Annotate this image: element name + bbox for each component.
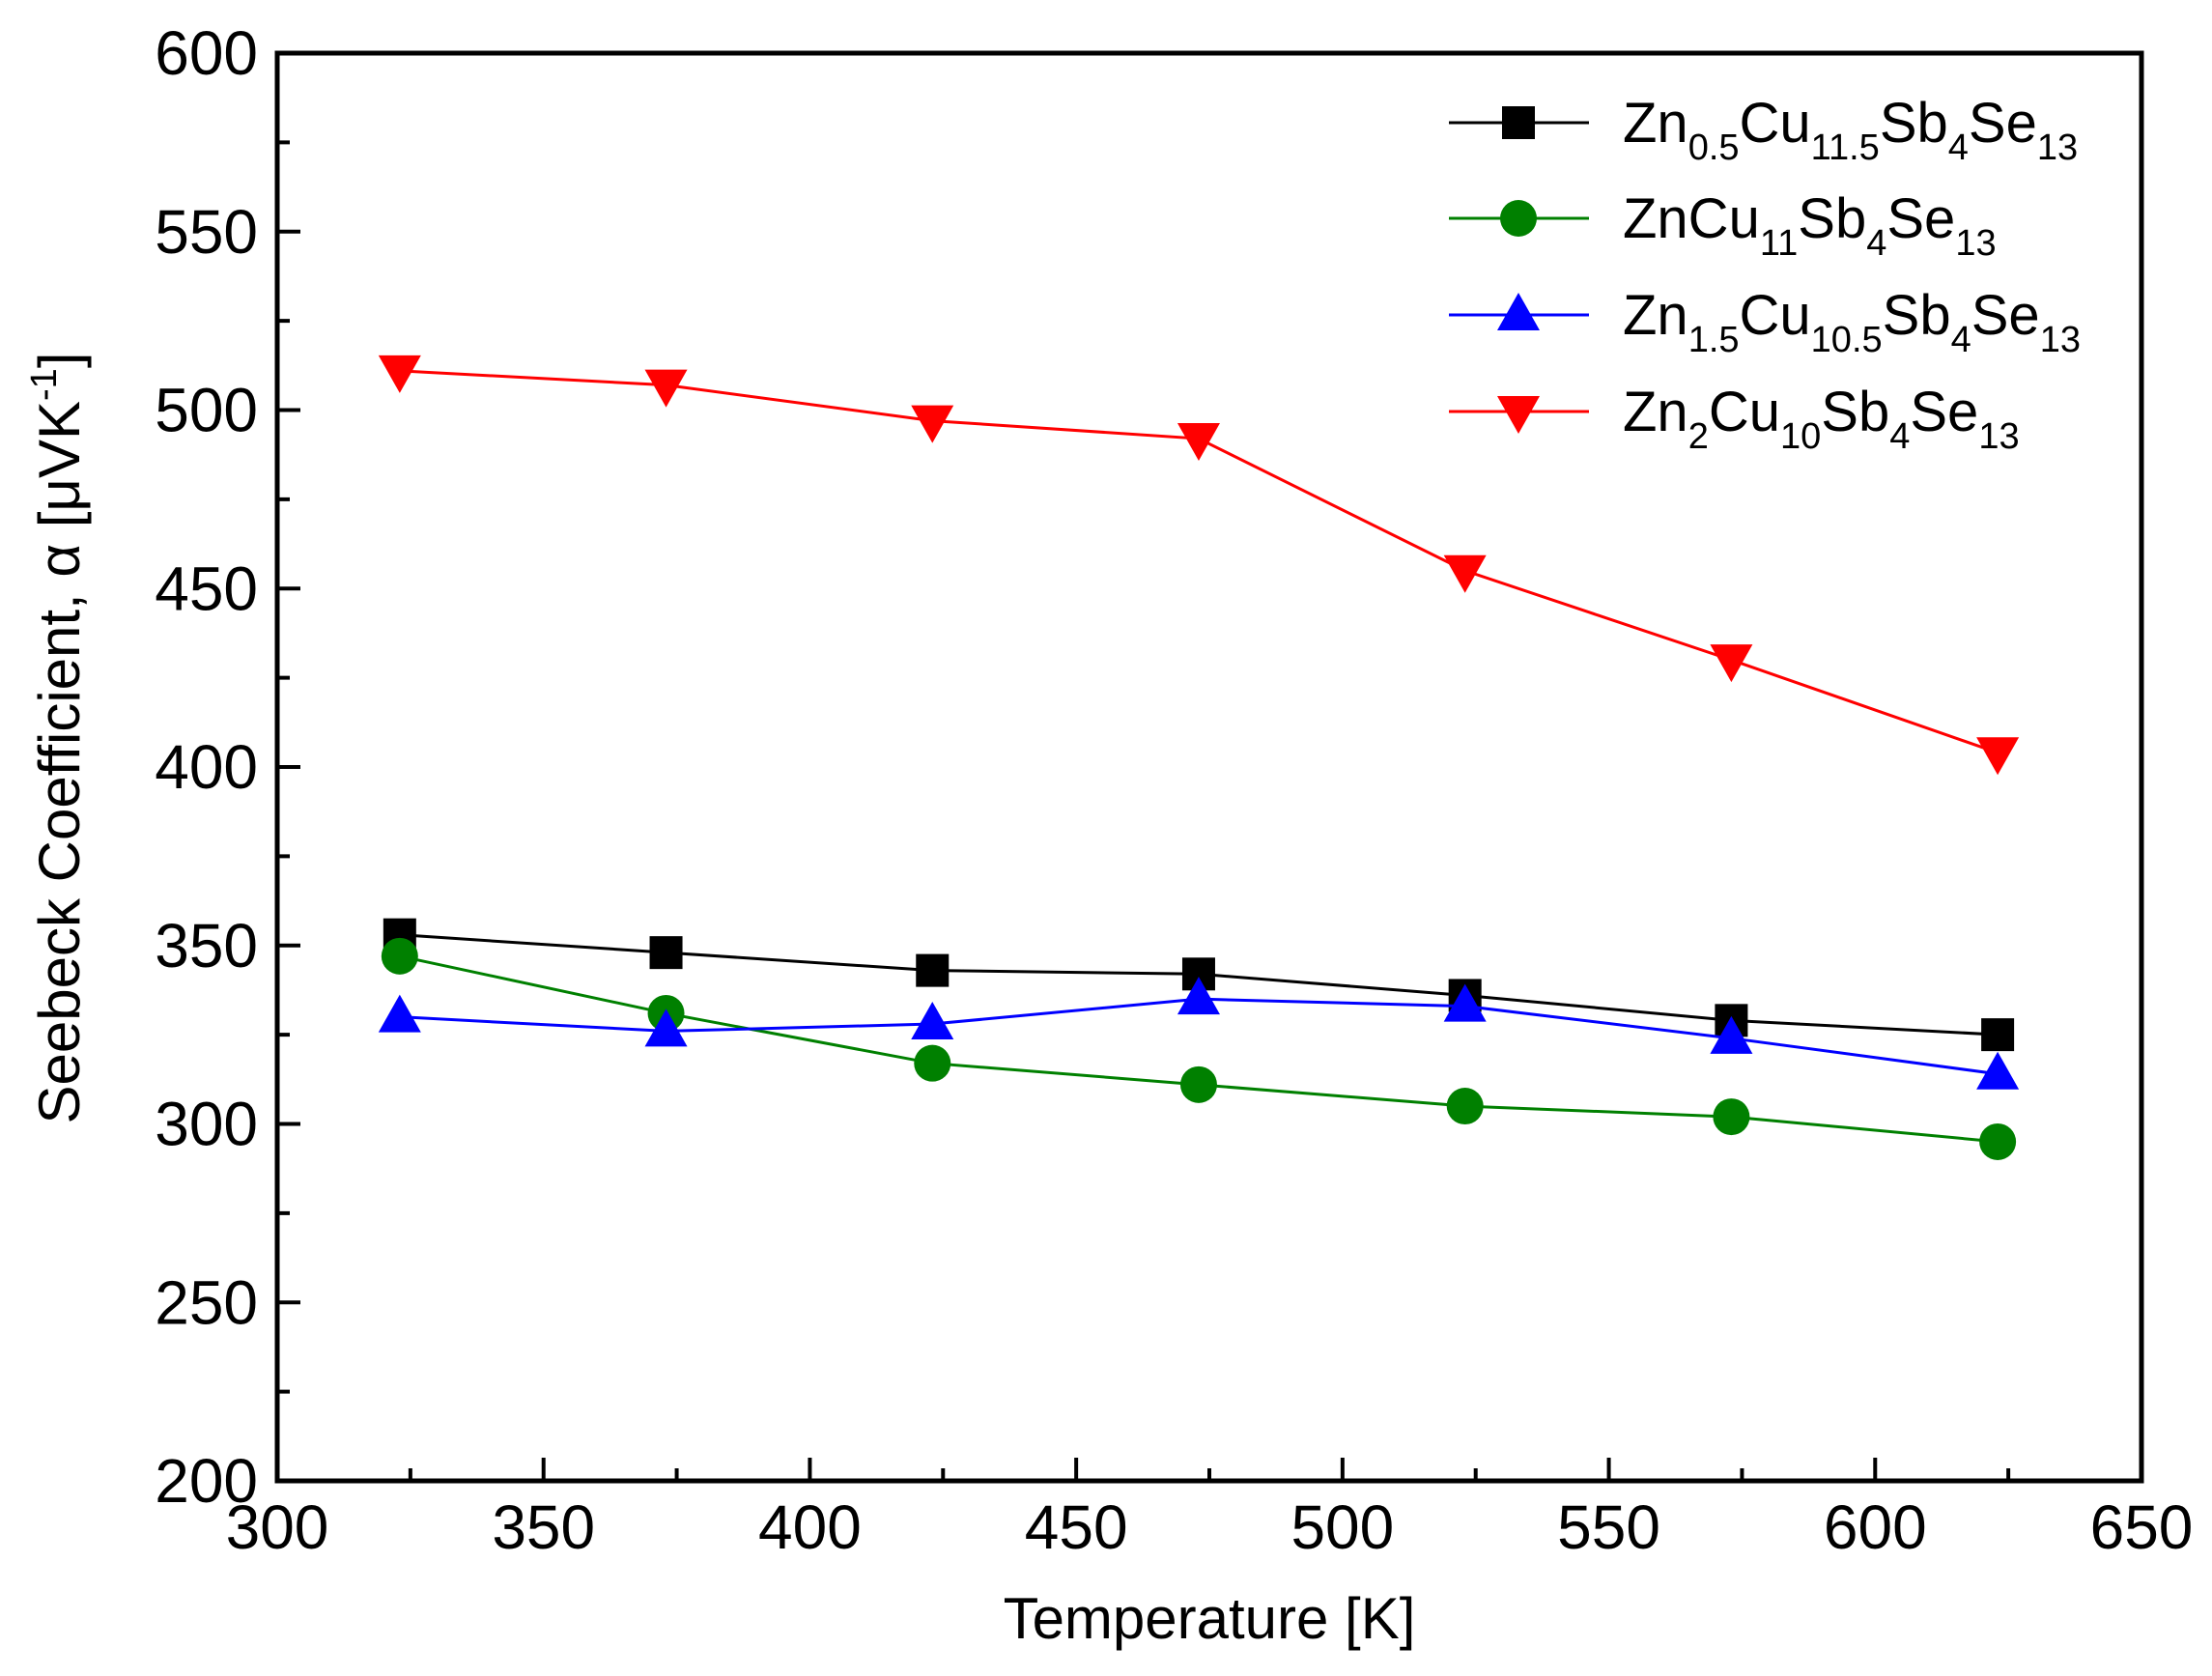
legend-item: Zn1.5Cu10.5Sb4Se13 (1449, 284, 2081, 360)
legend-subscript: 11 (1760, 223, 1798, 264)
x-tick-label: 450 (1025, 1492, 1128, 1562)
data-point (916, 953, 950, 987)
series-triangle-up (378, 977, 2020, 1090)
legend-item: Zn0.5Cu11.5Sb4Se13 (1449, 92, 2078, 168)
legend-text-part: Sb (1798, 187, 1866, 250)
y-tick-label: 250 (155, 1267, 258, 1337)
legend-item: ZnCu11Sb4Se13 (1449, 187, 1997, 264)
plot-frame (274, 50, 2144, 1484)
y-tick-label: 300 (155, 1090, 258, 1159)
legend: Zn0.5Cu11.5Sb4Se13ZnCu11Sb4Se13Zn1.5Cu10… (1449, 92, 2081, 457)
legend-text-part: Sb (1821, 381, 1889, 443)
legend-text-part: Se (1886, 187, 1955, 250)
data-point (1979, 1122, 2017, 1160)
legend-subscript: 10 (1780, 416, 1821, 457)
legend-subscript: 13 (1955, 223, 1996, 264)
legend-subscript: 4 (1866, 223, 1886, 264)
y-tick-label: 350 (155, 911, 258, 980)
legend-marker (1502, 106, 1535, 139)
data-point (644, 1008, 688, 1047)
data-point (649, 936, 683, 970)
data-point (1713, 1098, 1750, 1136)
y-tick-label: 550 (155, 197, 258, 267)
x-tick-label: 600 (1824, 1492, 1927, 1562)
y-tick-label: 450 (155, 554, 258, 623)
legend-text-part: Zn (1623, 284, 1688, 347)
data-point (911, 1002, 954, 1040)
legend-text-part: Zn (1623, 92, 1688, 155)
legend-text-part: Se (1971, 284, 2040, 347)
data-point (378, 355, 421, 393)
legend-text-part: Sb (1883, 284, 1951, 347)
legend-label: ZnCu11Sb4Se13 (1623, 187, 1997, 264)
data-point (1443, 554, 1487, 593)
data-point (914, 1044, 951, 1082)
data-point (1177, 977, 1220, 1015)
data-series (378, 355, 2020, 1160)
tick-labels: 300 350 400 450 500 550 600 650 200 250 300 350 400 4… (155, 18, 2193, 1562)
legend-subscript: 13 (2040, 320, 2081, 360)
legend-subscript: 13 (1978, 416, 2019, 457)
y-tick-label: 200 (155, 1446, 258, 1516)
legend-marker (1500, 200, 1537, 237)
legend-subscript: 4 (1948, 128, 1969, 168)
y-axis-title-main: Seebeck Coefficient, α [μVK (27, 401, 92, 1124)
data-point (644, 369, 688, 408)
legend-marker (1497, 396, 1540, 434)
x-tick-label: 300 (226, 1492, 329, 1562)
y-tick-label: 400 (155, 732, 258, 802)
y-tick-label: 500 (155, 376, 258, 445)
legend-subscript: 13 (2037, 128, 2078, 168)
legend-subscript: 1.5 (1688, 320, 1740, 360)
legend-subscript: 0.5 (1688, 128, 1740, 168)
x-tick-label: 550 (1557, 1492, 1660, 1562)
series-triangle-down (378, 355, 2020, 776)
x-tick-label: 400 (758, 1492, 862, 1562)
legend-text-part: Se (1910, 381, 1978, 443)
data-point (1443, 983, 1487, 1022)
data-point (1710, 644, 1753, 683)
y-axis-title-superscript: -1 (24, 368, 65, 401)
legend-text-part: Zn (1623, 381, 1688, 443)
legend-label: Zn2Cu10Sb4Se13 (1623, 381, 2020, 457)
x-tick-label: 500 (1290, 1492, 1394, 1562)
legend-label: Zn1.5Cu10.5Sb4Se13 (1623, 284, 2081, 360)
x-tick-label: 650 (2090, 1492, 2194, 1562)
legend-text-part: Cu (1709, 381, 1780, 443)
legend-subscript: 10.5 (1811, 320, 1883, 360)
data-point (381, 937, 418, 975)
legend-subscript: 11.5 (1811, 128, 1880, 168)
legend-text-part: Sb (1880, 92, 1948, 155)
data-point (1179, 1065, 1217, 1103)
legend-subscript: 2 (1688, 416, 1709, 457)
data-point (911, 405, 954, 443)
data-point (378, 994, 421, 1033)
data-point (1976, 1051, 2020, 1090)
legend-subscript: 4 (1889, 416, 1910, 457)
y-tick-label: 600 (155, 18, 258, 88)
legend-text-part: ZnCu (1623, 187, 1760, 250)
data-point (1177, 423, 1220, 462)
x-axis-title: Temperature [K] (1004, 1586, 1416, 1651)
legend-subscript: 4 (1951, 320, 1971, 360)
y-axis-title-close: ] (27, 352, 92, 368)
data-point (1976, 737, 2020, 776)
y-axis-title: Seebeck Coefficient, α [μVK-1] (24, 352, 92, 1123)
data-point (1981, 1018, 2015, 1052)
x-tick-label: 350 (492, 1492, 595, 1562)
data-point (1446, 1088, 1484, 1125)
legend-marker (1497, 293, 1540, 330)
data-point (1710, 1015, 1753, 1054)
legend-text-part: Cu (1740, 92, 1811, 155)
legend-label: Zn0.5Cu11.5Sb4Se13 (1623, 92, 2078, 168)
legend-text-part: Se (1969, 92, 2037, 155)
legend-text-part: Cu (1740, 284, 1811, 347)
legend-item: Zn2Cu10Sb4Se13 (1449, 381, 2020, 457)
